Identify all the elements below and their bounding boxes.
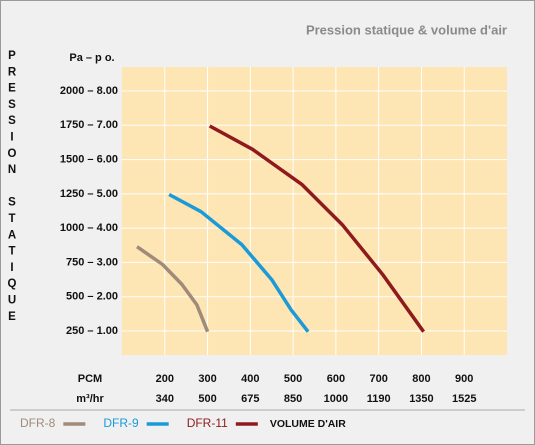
x-unit: PCM bbox=[78, 373, 102, 385]
x2-unit: m³/hr bbox=[76, 393, 104, 405]
y-tick-label: 1000 – 4.00 bbox=[60, 222, 118, 234]
x-tick-label: 500 bbox=[284, 373, 302, 385]
y-tick-label: 1750 – 7.00 bbox=[60, 119, 118, 131]
x2-tick-label: 1525 bbox=[452, 393, 476, 405]
x-tick-label: 900 bbox=[455, 373, 473, 385]
x-tick-label: 800 bbox=[412, 373, 430, 385]
y-tick-label: 500 – 2.00 bbox=[66, 291, 118, 303]
x-tick-label: 300 bbox=[198, 373, 216, 385]
x2-tick-label: 500 bbox=[198, 393, 216, 405]
series-line bbox=[168, 192, 310, 333]
x-tick-label: 200 bbox=[156, 373, 174, 385]
x2-tick-label: 675 bbox=[241, 393, 259, 405]
chart-title: Pression statique & volume d'air bbox=[306, 22, 507, 37]
x-axis-title: VOLUME D'AIR bbox=[270, 418, 346, 430]
y-tick-label: 1250 – 5.00 bbox=[60, 188, 118, 200]
y-tick-label: 2000 – 8.00 bbox=[60, 85, 118, 97]
y-tick-label: 250 – 1.00 bbox=[66, 325, 118, 337]
y-tick-label: 1500 – 6.00 bbox=[60, 153, 118, 165]
legend-label: DFR-9 bbox=[103, 416, 139, 430]
x2-tick-label: 850 bbox=[284, 393, 302, 405]
series-line bbox=[208, 124, 426, 333]
x-tick-label: 400 bbox=[241, 373, 259, 385]
legend-label: DFR-11 bbox=[187, 416, 228, 430]
y-axis-title: PRESSION STATIQUE bbox=[6, 50, 18, 327]
y-unit: Pa – p o. bbox=[69, 52, 114, 64]
plot-background bbox=[122, 67, 507, 355]
y-tick-label: 750 – 3.00 bbox=[66, 256, 118, 268]
legend-label: DFR-8 bbox=[20, 416, 56, 430]
x-tick-label: 700 bbox=[369, 373, 387, 385]
x2-tick-label: 1190 bbox=[367, 393, 391, 405]
series-line bbox=[136, 245, 210, 333]
x2-tick-label: 1350 bbox=[409, 393, 433, 405]
x-tick-label: 600 bbox=[327, 373, 345, 385]
x2-tick-label: 340 bbox=[156, 393, 174, 405]
x2-tick-label: 1000 bbox=[324, 393, 348, 405]
